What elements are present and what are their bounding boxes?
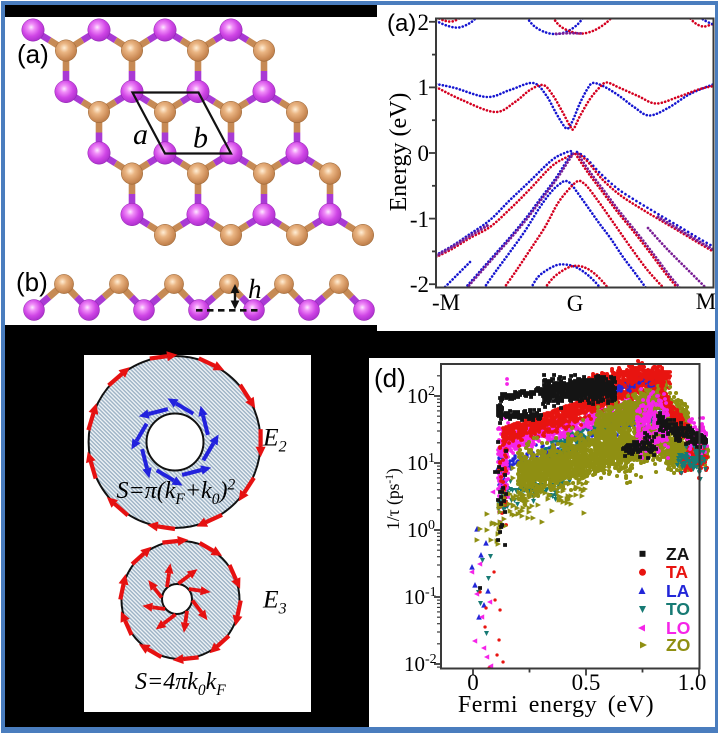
svg-text:TO: TO [666, 599, 690, 619]
svg-text:TA: TA [666, 562, 688, 582]
svg-text:(a): (a) [387, 10, 416, 37]
svg-text:-2: -2 [425, 652, 437, 667]
svg-text:0: 0 [418, 141, 430, 166]
svg-text:E3: E3 [262, 585, 287, 618]
svg-text:10: 10 [407, 384, 428, 408]
svg-text:1: 1 [418, 75, 430, 100]
svg-text:10: 10 [407, 518, 428, 542]
svg-text:1/τ (ps-1): 1/τ (ps-1) [383, 468, 403, 530]
svg-text:LA: LA [666, 581, 690, 601]
svg-text:ZO: ZO [666, 635, 690, 655]
svg-text:LO: LO [666, 618, 690, 638]
svg-text:-1: -1 [410, 207, 429, 232]
svg-text:Fermi energy (eV): Fermi energy (eV) [458, 692, 654, 718]
svg-text:h: h [248, 274, 262, 304]
svg-text:G: G [567, 291, 584, 316]
svg-text:(b): (b) [16, 267, 48, 297]
svg-text:Energy (eV): Energy (eV) [386, 93, 412, 212]
svg-text:10: 10 [407, 451, 428, 475]
svg-text:-M: -M [432, 290, 460, 315]
svg-text:(d): (d) [374, 363, 406, 393]
svg-text:(a): (a) [17, 39, 49, 69]
svg-text:1.0: 1.0 [678, 670, 707, 695]
svg-text:M: M [696, 289, 716, 314]
svg-text:2: 2 [428, 384, 435, 399]
svg-text:-2: -2 [410, 272, 429, 297]
svg-text:ZA: ZA [666, 544, 690, 564]
svg-text:1: 1 [428, 451, 435, 466]
svg-text:10: 10 [404, 652, 425, 676]
svg-text:2: 2 [418, 10, 430, 35]
svg-text:a: a [133, 118, 148, 151]
svg-text:10: 10 [404, 585, 425, 609]
svg-text:0: 0 [467, 670, 479, 695]
svg-text:S=4πk0kF: S=4πk0kF [135, 669, 226, 699]
svg-text:-1: -1 [425, 585, 437, 600]
svg-text:b: b [193, 122, 208, 155]
svg-text:E2: E2 [262, 423, 287, 456]
svg-text:0.5: 0.5 [572, 670, 601, 695]
svg-text:0: 0 [428, 518, 435, 533]
